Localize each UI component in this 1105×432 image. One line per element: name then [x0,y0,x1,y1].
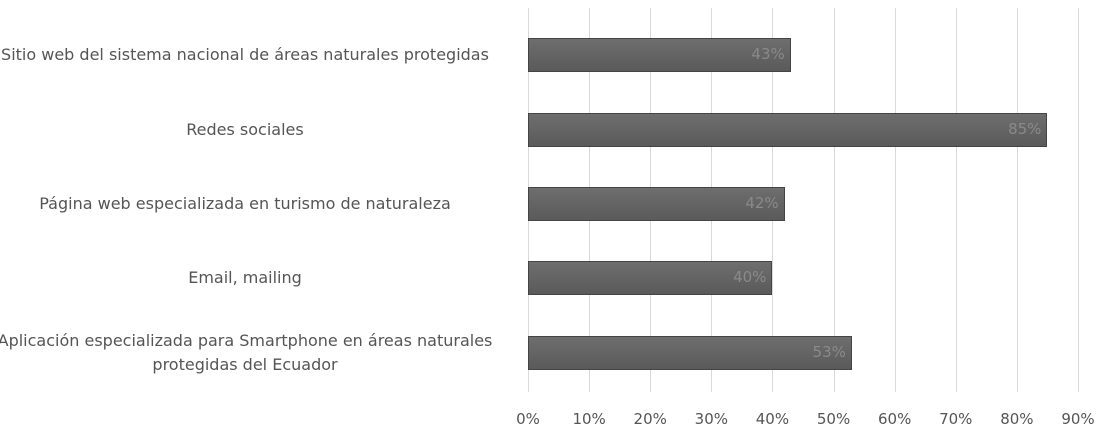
data-label: 53% [812,342,846,361]
x-tick-label: 80% [1000,410,1034,428]
x-tick-label: 0% [516,410,540,428]
bar [528,261,773,296]
data-label: 40% [733,268,767,287]
x-tick-label: 90% [1061,410,1095,428]
grid-line [955,8,957,392]
y-tick-label: Aplicación especializada para Smartphone… [0,330,493,374]
bar [528,112,1048,147]
x-tick-label: 70% [939,410,973,428]
x-tick-label: 50% [816,410,851,428]
y-tick-label: Redes sociales [186,119,304,139]
x-tick-label: 10% [572,410,606,428]
grid-line [833,8,835,392]
x-tick-label: 20% [633,410,667,428]
x-tick-label: 60% [877,410,912,428]
grid-line [894,8,896,392]
bar [528,38,791,73]
x-tick-label: 30% [694,410,728,428]
y-tick-label: Sitio web del sistema nacional de áreas … [1,45,489,65]
y-tick-label: Email, mailing [188,268,302,288]
y-tick-label: Página web especializada en turismo de n… [39,194,451,213]
x-tick-label: 40% [755,410,790,428]
grid-line [1078,8,1079,392]
bar [528,187,785,221]
data-label: 85% [1008,119,1042,138]
data-label: 43% [751,45,785,64]
bar [528,335,852,370]
grid-line [1016,8,1018,392]
data-label: 42% [745,194,779,212]
